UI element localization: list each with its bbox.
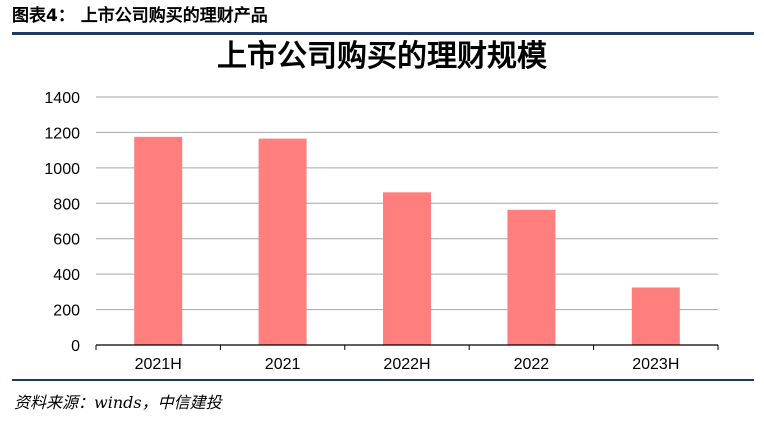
x-tick-label: 2022H — [383, 356, 430, 373]
y-tick-label: 1400 — [44, 90, 80, 107]
source-note: 资料来源：winds，中信建投 — [14, 393, 222, 412]
bar-2023H — [631, 287, 680, 345]
x-tick-label: 2022 — [514, 356, 550, 373]
y-tick-label: 400 — [53, 267, 80, 284]
y-tick-label: 0 — [71, 338, 80, 355]
bottom-rule — [12, 379, 754, 381]
bars — [134, 136, 680, 345]
bar-2021H — [134, 136, 183, 345]
x-tick-label: 2021H — [135, 356, 182, 373]
x-axis-tick-labels: 2021H 2021 2022H 2022 2023H — [135, 356, 680, 373]
y-tick-label: 800 — [53, 196, 80, 213]
figure-label: 图表4： 上市公司购买的理财产品 — [12, 6, 268, 26]
chart-title: 上市公司购买的理财规模 — [217, 39, 547, 74]
x-axis — [95, 344, 719, 350]
bar-2022H — [383, 192, 431, 345]
top-rule — [12, 32, 754, 35]
y-tick-label: 1000 — [44, 161, 80, 178]
y-tick-label: 600 — [53, 232, 80, 249]
x-tick-label: 2023H — [632, 356, 679, 373]
y-tick-label: 200 — [53, 303, 80, 320]
bar-2021 — [258, 138, 307, 345]
bar-chart: 上市公司购买的理财规模 0 200 400 600 800 1000 1200 1400 20… — [44, 39, 719, 373]
x-tick-label: 2021 — [265, 356, 301, 373]
y-tick-label: 1200 — [44, 125, 80, 142]
bar-2022 — [507, 209, 556, 345]
y-axis-tick-labels: 0 200 400 600 800 1000 1200 1400 — [44, 90, 80, 355]
